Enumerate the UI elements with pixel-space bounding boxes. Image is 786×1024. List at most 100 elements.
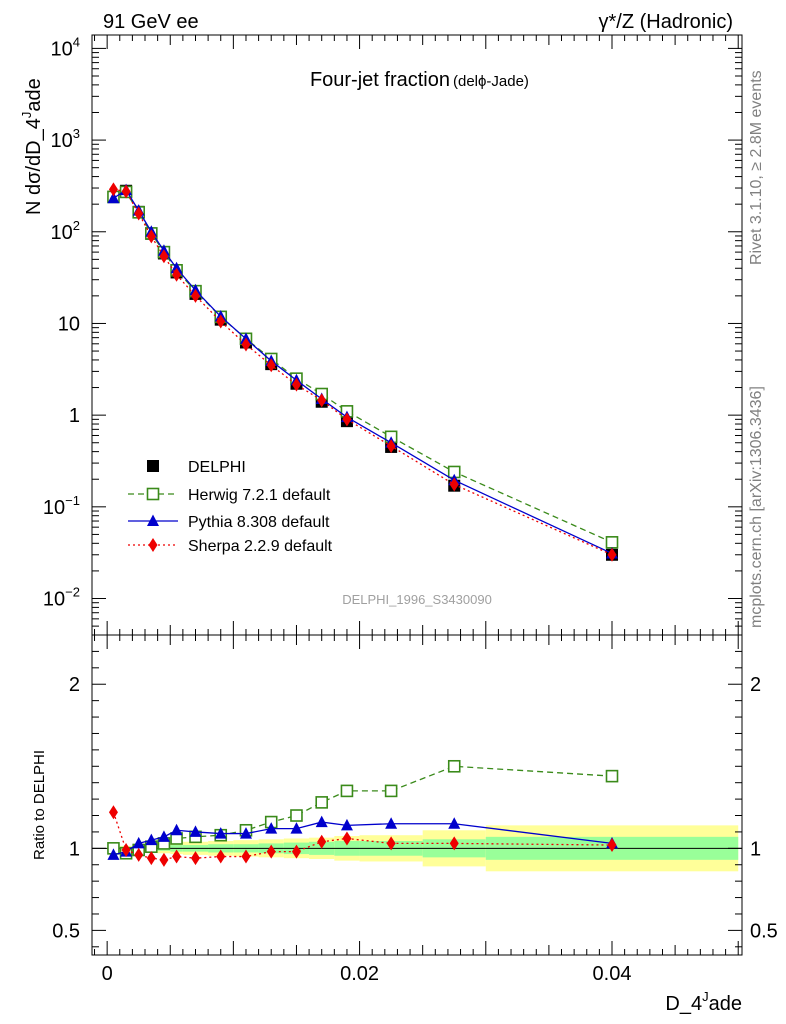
ratio-point — [241, 849, 251, 864]
legend-label: Sherpa 2.2.9 default — [188, 538, 333, 555]
main-y-axis-label-tail: ade — [23, 78, 45, 111]
data-point — [107, 191, 120, 204]
x-axis-label: D_4Jade — [665, 989, 742, 1015]
x-axis: 0 0.02 0.04 — [94, 35, 739, 985]
legend-marker — [146, 487, 160, 501]
data-point — [159, 249, 169, 264]
data-point — [172, 267, 182, 282]
main-y-tick-base: 10 — [51, 38, 73, 60]
ratio-y-tick-label-right: 2 — [750, 674, 761, 696]
data-point — [449, 477, 459, 492]
header-right-label: γ*/Z (Hadronic) — [599, 11, 733, 33]
ratio-line — [113, 821, 613, 856]
ratio-point — [342, 831, 352, 846]
x-axis-label-main: D_4 — [665, 993, 702, 1015]
legend-label: Pythia 8.308 default — [188, 514, 330, 531]
ratio-y-tick-label: 0.5 — [52, 920, 80, 942]
ratio-point — [145, 833, 158, 846]
ratio-point — [448, 817, 461, 829]
ratio-y-axis: 0.5 0.5 1 1 2 2 — [52, 650, 778, 948]
series-line — [113, 188, 613, 556]
main-y-tick-label: 10−2 — [43, 585, 80, 611]
series-line — [113, 189, 613, 555]
x-axis-label-sup: J — [702, 989, 709, 1004]
legend: DELPHI Herwig 7.2.1 default Pythia 8.308 d… — [128, 459, 333, 555]
main-y-tick-exp: 4 — [73, 34, 80, 49]
main-series-layer — [107, 182, 619, 562]
data-point — [121, 184, 131, 199]
ratio-point — [214, 827, 227, 839]
data-point — [108, 182, 118, 197]
ratio-point — [189, 825, 202, 837]
data-point — [134, 206, 144, 221]
ratio-y-tick-label: 2 — [69, 674, 80, 696]
ratio-point — [384, 784, 398, 798]
main-y-tick-label: 104 — [51, 34, 80, 60]
data-point — [317, 393, 327, 408]
ratio-plot-frame — [91, 634, 743, 956]
ratio-point — [605, 769, 619, 783]
ratio-point — [265, 822, 278, 834]
legend-marker — [148, 538, 158, 552]
ratio-series-3 — [108, 805, 617, 867]
ratio-point — [172, 849, 182, 864]
ratio-point — [170, 823, 183, 836]
ratio-point — [385, 817, 398, 829]
header-left-label: 91 GeV ee — [103, 11, 199, 33]
data-point — [146, 229, 156, 244]
ratio-series-layer — [107, 759, 619, 867]
ratio-y-tick-label-right: 1 — [750, 838, 761, 860]
main-y-tick-base: 10 — [51, 222, 73, 244]
ratio-point — [340, 784, 354, 798]
main-y-tick-base: 10 — [51, 130, 73, 152]
main-y-axis-label: N dσ/dD_4Jade — [19, 78, 45, 215]
ratio-point — [216, 849, 226, 864]
data-point — [266, 358, 276, 373]
main-y-tick-base: 10 — [43, 589, 65, 611]
ratio-point — [291, 844, 301, 859]
ratio-point — [290, 822, 303, 834]
main-y-tick-base: 10 — [43, 497, 65, 519]
ratio-point — [447, 759, 461, 773]
ratio-y-tick-label-right: 0.5 — [750, 920, 778, 942]
data-point — [607, 547, 617, 562]
ratio-line — [113, 765, 613, 854]
x-tick-label: 0.02 — [340, 963, 379, 985]
ratio-point — [108, 805, 118, 820]
ratio-y-tick-label: 1 — [69, 838, 80, 860]
main-series-2 — [107, 183, 618, 559]
ratio-point — [239, 827, 252, 839]
chart-title: Four-jet fraction — [310, 69, 450, 91]
main-y-tick-label: 1 — [69, 405, 80, 427]
ratio-point — [386, 836, 396, 851]
main-y-tick-exp: −2 — [65, 585, 80, 600]
main-series-1 — [107, 185, 619, 549]
main-y-tick-label: 103 — [51, 126, 80, 152]
series-line — [113, 191, 613, 543]
legend-label: DELPHI — [188, 459, 246, 476]
main-y-axis-label-main: N dσ/dD_4 — [23, 118, 45, 215]
x-tick-label: 0 — [102, 963, 113, 985]
analysis-id-label: DELPHI_1996_S3430090 — [342, 592, 492, 607]
main-y-tick-exp: −1 — [65, 493, 80, 508]
legend-marker — [147, 514, 159, 526]
ratio-point — [190, 851, 200, 866]
ratio-point — [449, 836, 459, 851]
legend-label: Herwig 7.2.1 default — [188, 487, 331, 504]
ratio-point — [157, 830, 170, 842]
ratio-point — [107, 848, 120, 860]
ratio-point — [290, 809, 303, 822]
main-y-tick-label: 10−1 — [43, 493, 80, 519]
ratio-point — [315, 796, 329, 809]
main-y-minor-ticks — [92, 52, 742, 636]
ratio-point — [315, 815, 328, 828]
main-y-tick-exp: 2 — [73, 218, 80, 233]
chart-subtitle: (delϕ-Jade) — [453, 73, 529, 90]
data-point — [291, 377, 301, 392]
main-y-tick-label: 10 — [58, 313, 80, 335]
ratio-point — [340, 818, 353, 831]
x-tick-label: 0.04 — [593, 963, 632, 985]
data-point — [216, 314, 226, 329]
data-point — [170, 261, 183, 274]
